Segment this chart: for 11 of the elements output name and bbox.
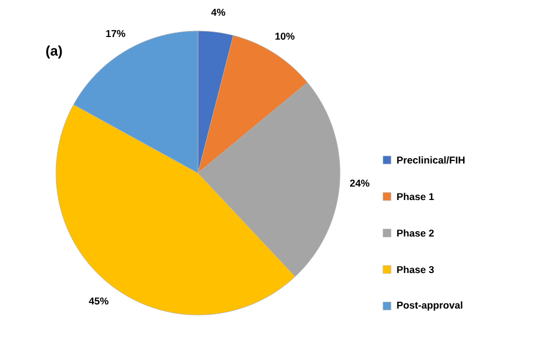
data-label: 17% [106,30,126,38]
text: (a) [46,45,62,58]
data-label: 24% [350,180,370,187]
legend-label: Preclinical/FIH [397,156,465,164]
legend-label: Phase 2 [397,229,434,237]
legend-label: Phase 1 [397,192,434,200]
data-label: 45% [88,297,108,305]
legend-label: Phase 3 [397,266,434,274]
legend-label: Post-approval [397,301,462,311]
data-label: 10% [275,32,294,40]
data-label: 4% [211,8,226,16]
